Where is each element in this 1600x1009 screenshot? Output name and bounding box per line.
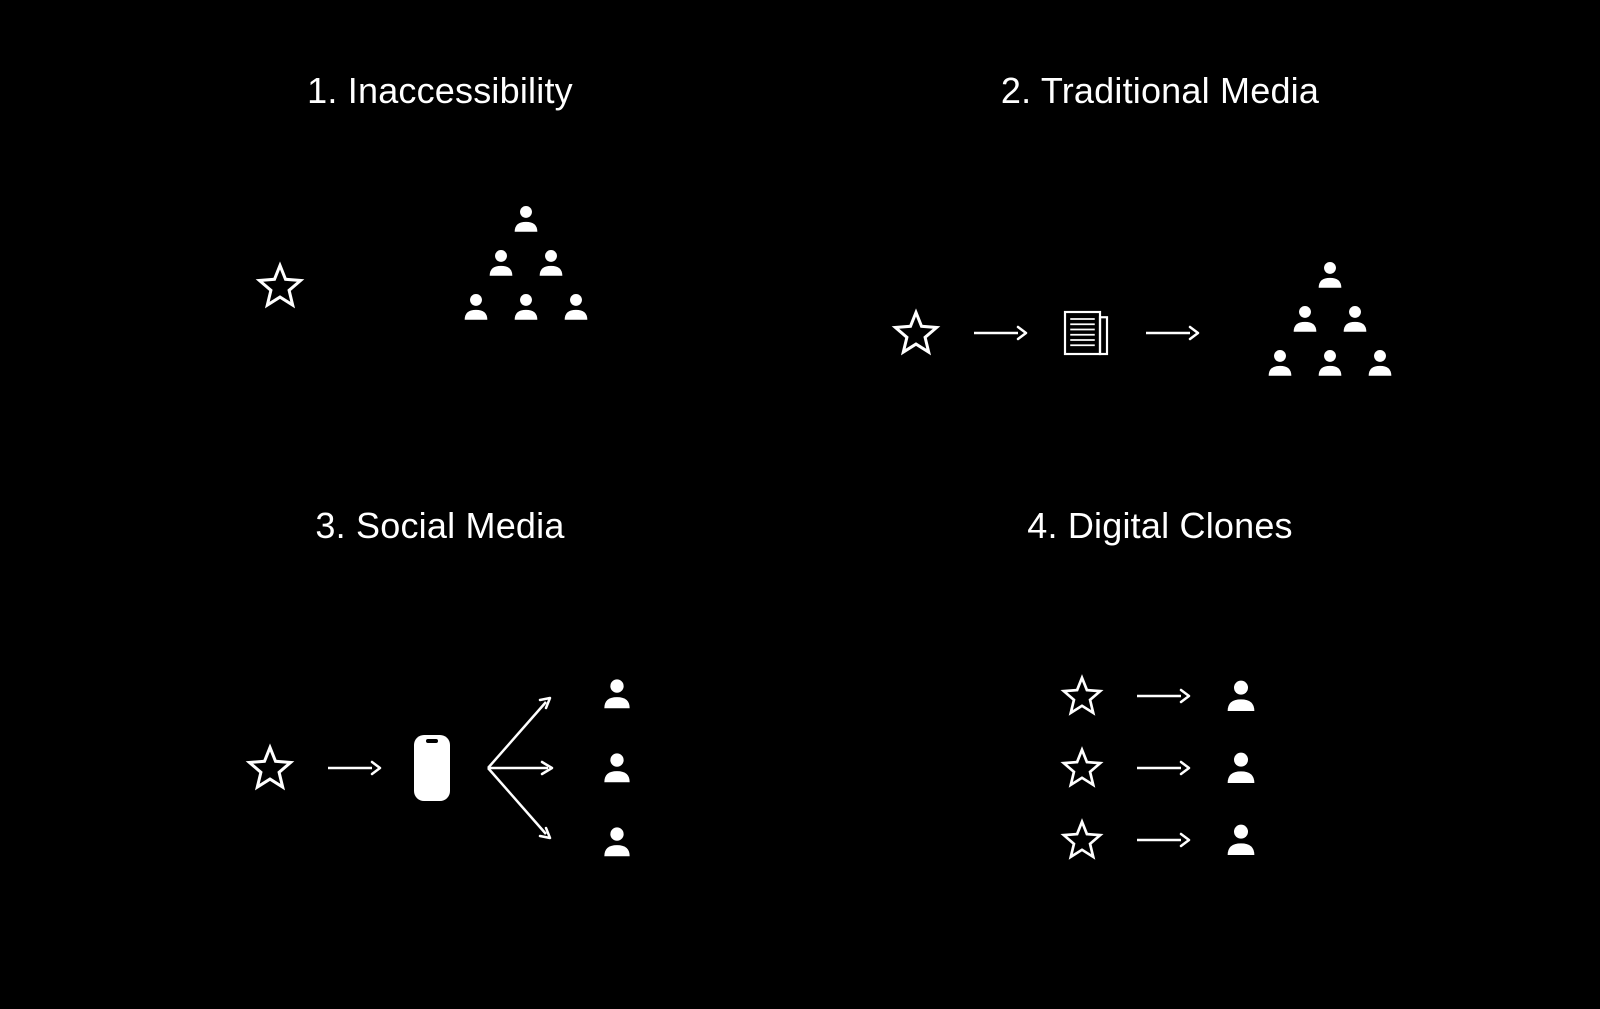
panel3-content [80,607,800,930]
diagram-grid: 1. Inaccessibility 2. Traditional Media … [0,0,1600,1009]
clone-row [1059,745,1261,791]
people-column [598,675,636,861]
panel-inaccessibility: 1. Inaccessibility [80,60,800,495]
phone-icon [412,733,452,803]
branching-arrows-icon [480,678,570,858]
star-icon [1059,673,1105,719]
people-pyramid-icon [1230,258,1430,408]
arrow-icon [1142,321,1202,345]
panel-digital-clones: 4. Digital Clones [800,495,1520,930]
star-icon [1059,745,1105,791]
panel-title-3: 3. Social Media [315,505,564,547]
arrow-icon [1133,756,1193,780]
star-icon [1059,817,1105,863]
star-icon [244,742,296,794]
people-pyramid-icon [426,202,626,352]
star-icon [254,260,306,312]
person-icon [598,749,636,787]
panel2-content [800,172,1520,495]
person-icon [1221,748,1261,788]
panel-title-4: 4. Digital Clones [1027,505,1293,547]
arrow-icon [324,756,384,780]
panel-traditional-media: 2. Traditional Media [800,60,1520,495]
panel-social-media: 3. Social Media [80,495,800,930]
person-icon [1221,676,1261,716]
panel-title-1: 1. Inaccessibility [307,70,573,112]
arrow-icon [970,321,1030,345]
panel1-content [80,202,800,495]
panel4-content [800,607,1520,930]
person-icon [1221,820,1261,860]
arrow-icon [1133,684,1193,708]
person-icon [598,823,636,861]
star-icon [890,307,942,359]
arrow-icon [1133,828,1193,852]
clone-row [1059,673,1261,719]
newspaper-icon [1058,305,1114,361]
clone-row [1059,817,1261,863]
clone-rows [1059,673,1261,863]
person-icon [598,675,636,713]
panel-title-2: 2. Traditional Media [1001,70,1319,112]
